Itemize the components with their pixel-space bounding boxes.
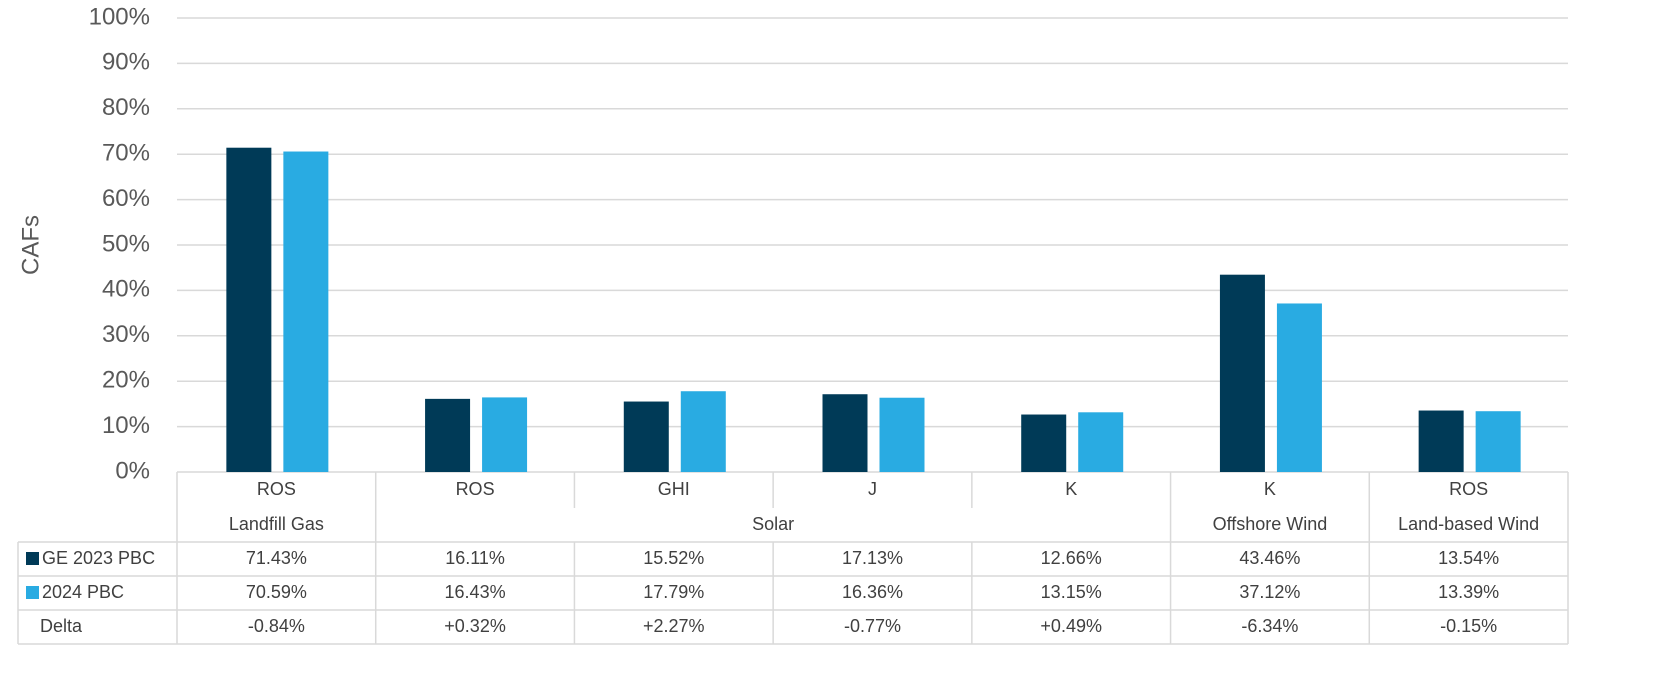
bar [1418, 410, 1464, 472]
table-value: 71.43% [246, 548, 307, 568]
y-tick-label: 50% [102, 230, 150, 257]
table-value: +2.27% [643, 616, 705, 636]
x-tick-label: J [868, 479, 877, 499]
y-tick-label: 60% [102, 185, 150, 212]
y-tick-label: 20% [102, 367, 150, 394]
table-value: 12.66% [1041, 548, 1102, 568]
table-value: 43.46% [1239, 548, 1300, 568]
group-label: Land-based Wind [1398, 514, 1539, 534]
table-value: -0.77% [844, 616, 901, 636]
table-value: 13.39% [1438, 582, 1499, 602]
y-tick-label: 40% [102, 276, 150, 303]
x-tick-label: ROS [257, 479, 296, 499]
legend-label: 2024 PBC [42, 582, 124, 602]
table-value: 37.12% [1239, 582, 1300, 602]
table-value: -6.34% [1241, 616, 1298, 636]
table-value: 13.54% [1438, 548, 1499, 568]
group-label: Solar [752, 514, 794, 534]
bar [482, 397, 528, 472]
table-value: 17.79% [643, 582, 704, 602]
table-value: -0.84% [248, 616, 305, 636]
bar [226, 147, 272, 472]
table-value: +0.49% [1040, 616, 1102, 636]
y-tick-label: 80% [102, 94, 150, 121]
x-tick-label: GHI [658, 479, 690, 499]
bar [822, 394, 868, 472]
bar [680, 391, 726, 472]
y-tick-label: 100% [89, 3, 150, 30]
table-value: 15.52% [643, 548, 704, 568]
bar [1021, 414, 1067, 472]
table-value: 16.43% [445, 582, 506, 602]
bar [1219, 274, 1265, 472]
group-label: Offshore Wind [1213, 514, 1328, 534]
table-value: 16.11% [445, 548, 505, 568]
x-tick-label: ROS [1449, 479, 1488, 499]
y-tick-label: 90% [102, 49, 150, 76]
y-tick-label: 30% [102, 321, 150, 348]
x-tick-label: K [1065, 479, 1077, 499]
table-value: +0.32% [444, 616, 506, 636]
table-value: -0.15% [1440, 616, 1497, 636]
bar [879, 397, 925, 472]
table-value: 70.59% [246, 582, 307, 602]
legend-swatch [26, 586, 39, 599]
y-tick-label: 70% [102, 140, 150, 167]
y-tick-label: 10% [102, 412, 150, 439]
y-axis-label: CAFs [17, 215, 44, 275]
table-value: 16.36% [842, 582, 903, 602]
row-label: Delta [40, 616, 83, 636]
bar [425, 398, 471, 472]
bar [283, 151, 329, 472]
legend-swatch [26, 552, 39, 565]
group-label: Landfill Gas [229, 514, 324, 534]
x-tick-label: ROS [456, 479, 495, 499]
table-value: 13.15% [1041, 582, 1102, 602]
bar [1078, 412, 1124, 472]
legend-label: GE 2023 PBC [42, 548, 155, 568]
x-tick-label: K [1264, 479, 1276, 499]
bar [1475, 411, 1521, 472]
bar [1276, 303, 1322, 472]
bar [623, 401, 669, 472]
table-value: 17.13% [842, 548, 903, 568]
y-tick-label: 0% [115, 457, 150, 484]
